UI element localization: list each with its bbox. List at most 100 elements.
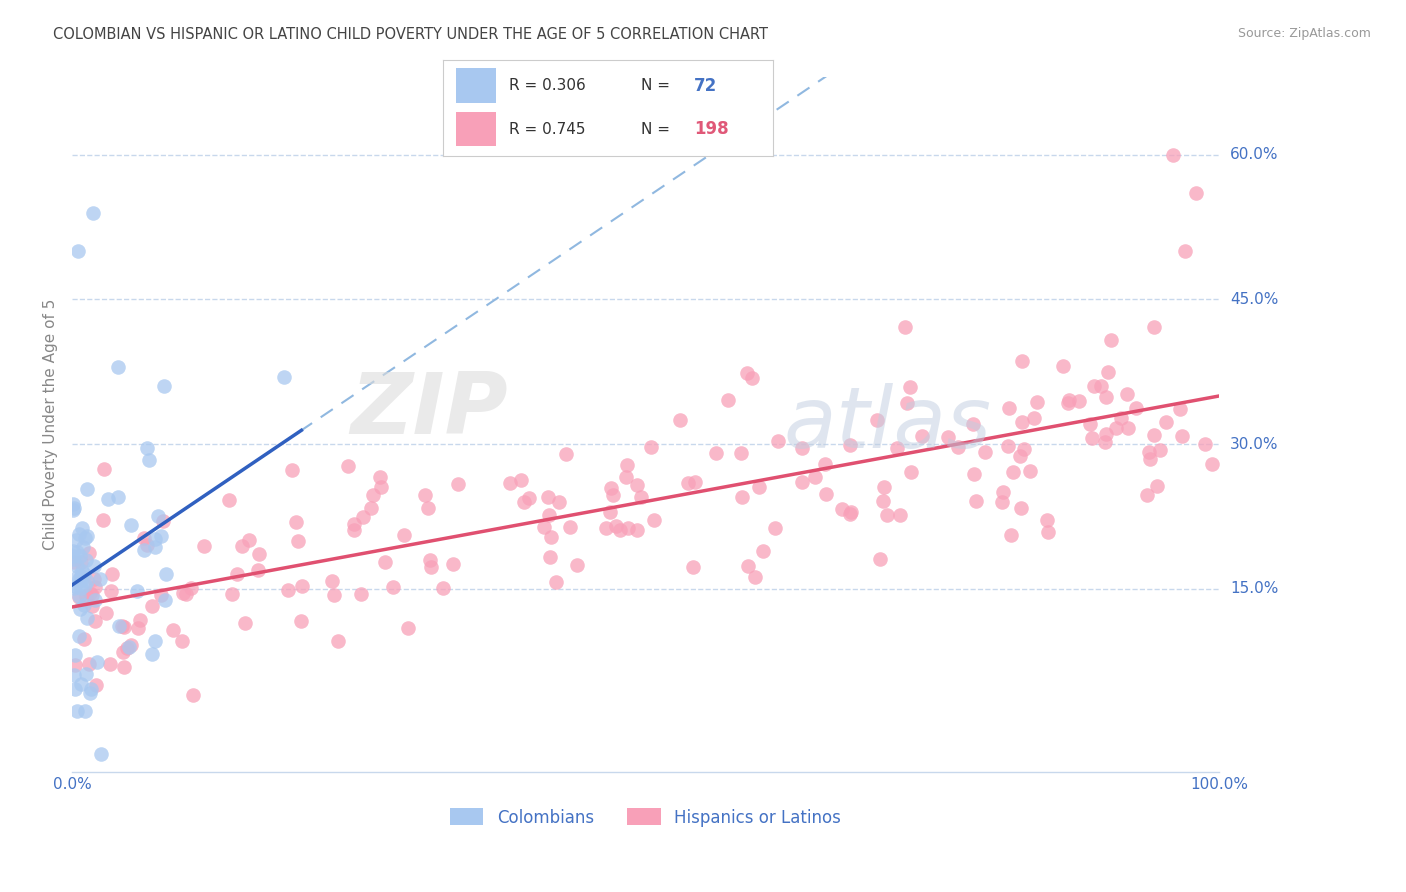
Point	[172, 586, 194, 600]
Point	[128, 613, 150, 627]
Point	[751, 544, 773, 558]
Point	[63, 552, 86, 566]
Point	[368, 470, 391, 484]
Point	[73, 632, 96, 646]
Point	[803, 469, 825, 483]
Point	[352, 509, 374, 524]
Point	[101, 566, 124, 581]
Point	[1118, 420, 1140, 434]
Point	[69, 573, 91, 587]
Point	[1024, 410, 1046, 425]
Point	[343, 516, 366, 531]
Point	[247, 548, 270, 562]
Point	[70, 521, 93, 535]
Text: COLOMBIAN VS HISPANIC OR LATINO CHILD POVERTY UNDER THE AGE OF 5 CORRELATION CHA: COLOMBIAN VS HISPANIC OR LATINO CHILD PO…	[53, 27, 769, 42]
Point	[75, 578, 97, 592]
Point	[62, 549, 84, 564]
Point	[392, 528, 415, 542]
Point	[148, 509, 170, 524]
Point	[1052, 359, 1074, 373]
Point	[963, 467, 986, 481]
Point	[831, 502, 853, 516]
Point	[80, 682, 103, 697]
Point	[120, 638, 142, 652]
Point	[76, 574, 98, 589]
Point	[1011, 415, 1033, 429]
Text: R = 0.745: R = 0.745	[509, 121, 585, 136]
Text: 30.0%: 30.0%	[1230, 436, 1278, 451]
Point	[107, 490, 129, 504]
Point	[231, 539, 253, 553]
Point	[898, 380, 921, 394]
Point	[381, 580, 404, 594]
Point	[1036, 513, 1059, 527]
Point	[86, 655, 108, 669]
Point	[218, 492, 240, 507]
Point	[67, 569, 90, 583]
Point	[152, 515, 174, 529]
Point	[626, 478, 648, 492]
Point	[180, 582, 202, 596]
FancyBboxPatch shape	[456, 69, 496, 103]
Point	[170, 633, 193, 648]
Point	[1171, 429, 1194, 443]
Text: 198: 198	[695, 120, 728, 138]
Point	[84, 592, 107, 607]
Point	[609, 523, 631, 537]
Point	[90, 747, 112, 761]
Point	[626, 523, 648, 537]
Point	[65, 533, 87, 547]
Point	[277, 583, 299, 598]
Point	[605, 519, 627, 533]
Point	[360, 501, 382, 516]
Legend: Colombians, Hispanics or Latinos: Colombians, Hispanics or Latinos	[443, 802, 848, 833]
Point	[554, 447, 576, 461]
Point	[683, 475, 706, 490]
Point	[82, 205, 104, 219]
Point	[291, 579, 314, 593]
Point	[62, 503, 84, 517]
Point	[1104, 420, 1126, 434]
Point	[112, 659, 135, 673]
Point	[138, 452, 160, 467]
Point	[1010, 500, 1032, 515]
Point	[1143, 320, 1166, 334]
Point	[127, 621, 149, 635]
Point	[83, 559, 105, 574]
Point	[1095, 426, 1118, 441]
Point	[737, 366, 759, 380]
Point	[67, 590, 90, 604]
Point	[152, 379, 174, 393]
Point	[839, 438, 862, 452]
Point	[602, 488, 624, 502]
Point	[69, 581, 91, 595]
Point	[815, 487, 838, 501]
Point	[900, 465, 922, 479]
Point	[441, 558, 464, 572]
Text: Source: ZipAtlas.com: Source: ZipAtlas.com	[1237, 27, 1371, 40]
Point	[75, 553, 97, 567]
Point	[991, 485, 1014, 500]
Point	[63, 681, 86, 696]
Point	[560, 519, 582, 533]
Point	[67, 527, 90, 541]
Text: 60.0%: 60.0%	[1230, 147, 1278, 162]
Point	[669, 413, 692, 427]
Point	[80, 599, 103, 613]
Point	[63, 579, 86, 593]
Point	[792, 441, 814, 455]
Point	[76, 611, 98, 625]
Point	[98, 657, 121, 671]
Point	[889, 508, 911, 522]
Text: 45.0%: 45.0%	[1230, 292, 1278, 307]
Point	[1154, 415, 1177, 429]
Point	[73, 599, 96, 613]
Point	[869, 552, 891, 566]
Point	[876, 508, 898, 522]
Point	[246, 563, 269, 577]
Point	[221, 587, 243, 601]
Point	[67, 629, 90, 643]
Point	[76, 529, 98, 543]
Text: ZIP: ZIP	[350, 369, 508, 452]
Point	[93, 461, 115, 475]
